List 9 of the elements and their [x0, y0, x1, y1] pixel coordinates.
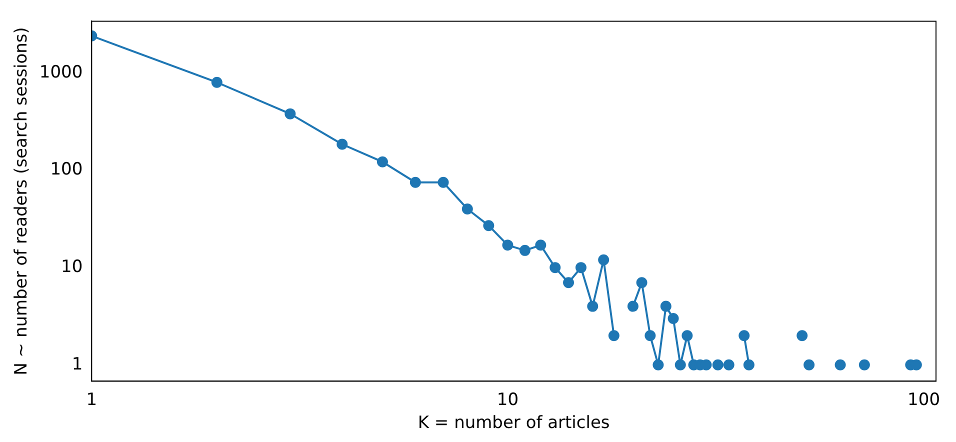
x-axis-title: K = number of articles	[418, 413, 610, 434]
y-tick-label: 1000	[39, 62, 83, 82]
x-tick-label: 1	[86, 390, 98, 410]
y-tick-label: 1	[72, 354, 83, 374]
y-axis-title: N ~ number of readers (search sessions)	[12, 27, 32, 376]
x-tick-label: 10	[496, 390, 519, 410]
y-tick-label: 100	[50, 160, 83, 180]
y-tick-label: 10	[61, 256, 83, 277]
x-tick-label: 100	[908, 390, 940, 410]
